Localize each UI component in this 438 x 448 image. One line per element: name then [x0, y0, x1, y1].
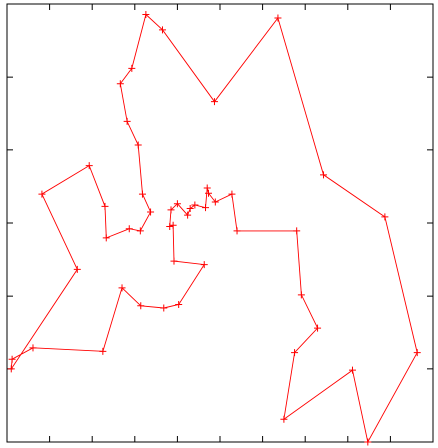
- point-marker: [7, 365, 15, 373]
- point-marker: [364, 438, 372, 446]
- point-marker: [170, 257, 178, 265]
- point-marker: [158, 26, 166, 34]
- point-marker: [280, 415, 288, 423]
- point-marker: [138, 190, 146, 198]
- point-marker: [123, 117, 131, 125]
- point-marker: [166, 223, 174, 231]
- point-marker: [173, 200, 181, 208]
- point-marker: [184, 211, 192, 219]
- point-marker: [175, 300, 183, 308]
- point-marker: [160, 304, 168, 312]
- point-marker: [167, 206, 175, 214]
- point-marker: [413, 349, 421, 357]
- point-marker: [320, 171, 328, 179]
- point-marker: [8, 355, 16, 363]
- point-marker: [291, 349, 299, 357]
- point-marker: [116, 80, 124, 88]
- point-marker: [125, 225, 133, 233]
- point-marker: [134, 141, 142, 149]
- point-marker: [85, 162, 93, 170]
- point-marker: [200, 261, 208, 269]
- point-marker: [142, 11, 150, 19]
- point-marker: [136, 227, 144, 235]
- point-marker: [233, 227, 241, 235]
- point-marker: [203, 184, 211, 192]
- point-marker: [102, 234, 110, 242]
- point-marker: [186, 205, 194, 213]
- tour-line: [10, 14, 418, 444]
- point-marker: [99, 347, 107, 355]
- point-marker: [118, 284, 126, 292]
- point-marker: [297, 291, 305, 299]
- point-marker: [137, 302, 145, 310]
- point-marker: [314, 324, 322, 332]
- point-marker: [191, 201, 199, 209]
- point-marker: [228, 190, 236, 198]
- point-marker: [293, 227, 301, 235]
- point-marker: [29, 344, 37, 352]
- point-marker: [73, 265, 81, 273]
- point-marker: [202, 204, 210, 212]
- point-marker: [101, 202, 109, 210]
- point-marker: [211, 198, 219, 206]
- point-marker: [147, 208, 155, 216]
- point-marker: [274, 14, 282, 22]
- point-marker: [169, 221, 177, 229]
- point-marker: [348, 366, 356, 374]
- point-marker: [381, 213, 389, 221]
- point-marker: [204, 189, 212, 197]
- point-marker: [38, 190, 46, 198]
- point-marker: [210, 98, 218, 106]
- plot-frame: [6, 3, 434, 443]
- point-marker: [128, 64, 136, 72]
